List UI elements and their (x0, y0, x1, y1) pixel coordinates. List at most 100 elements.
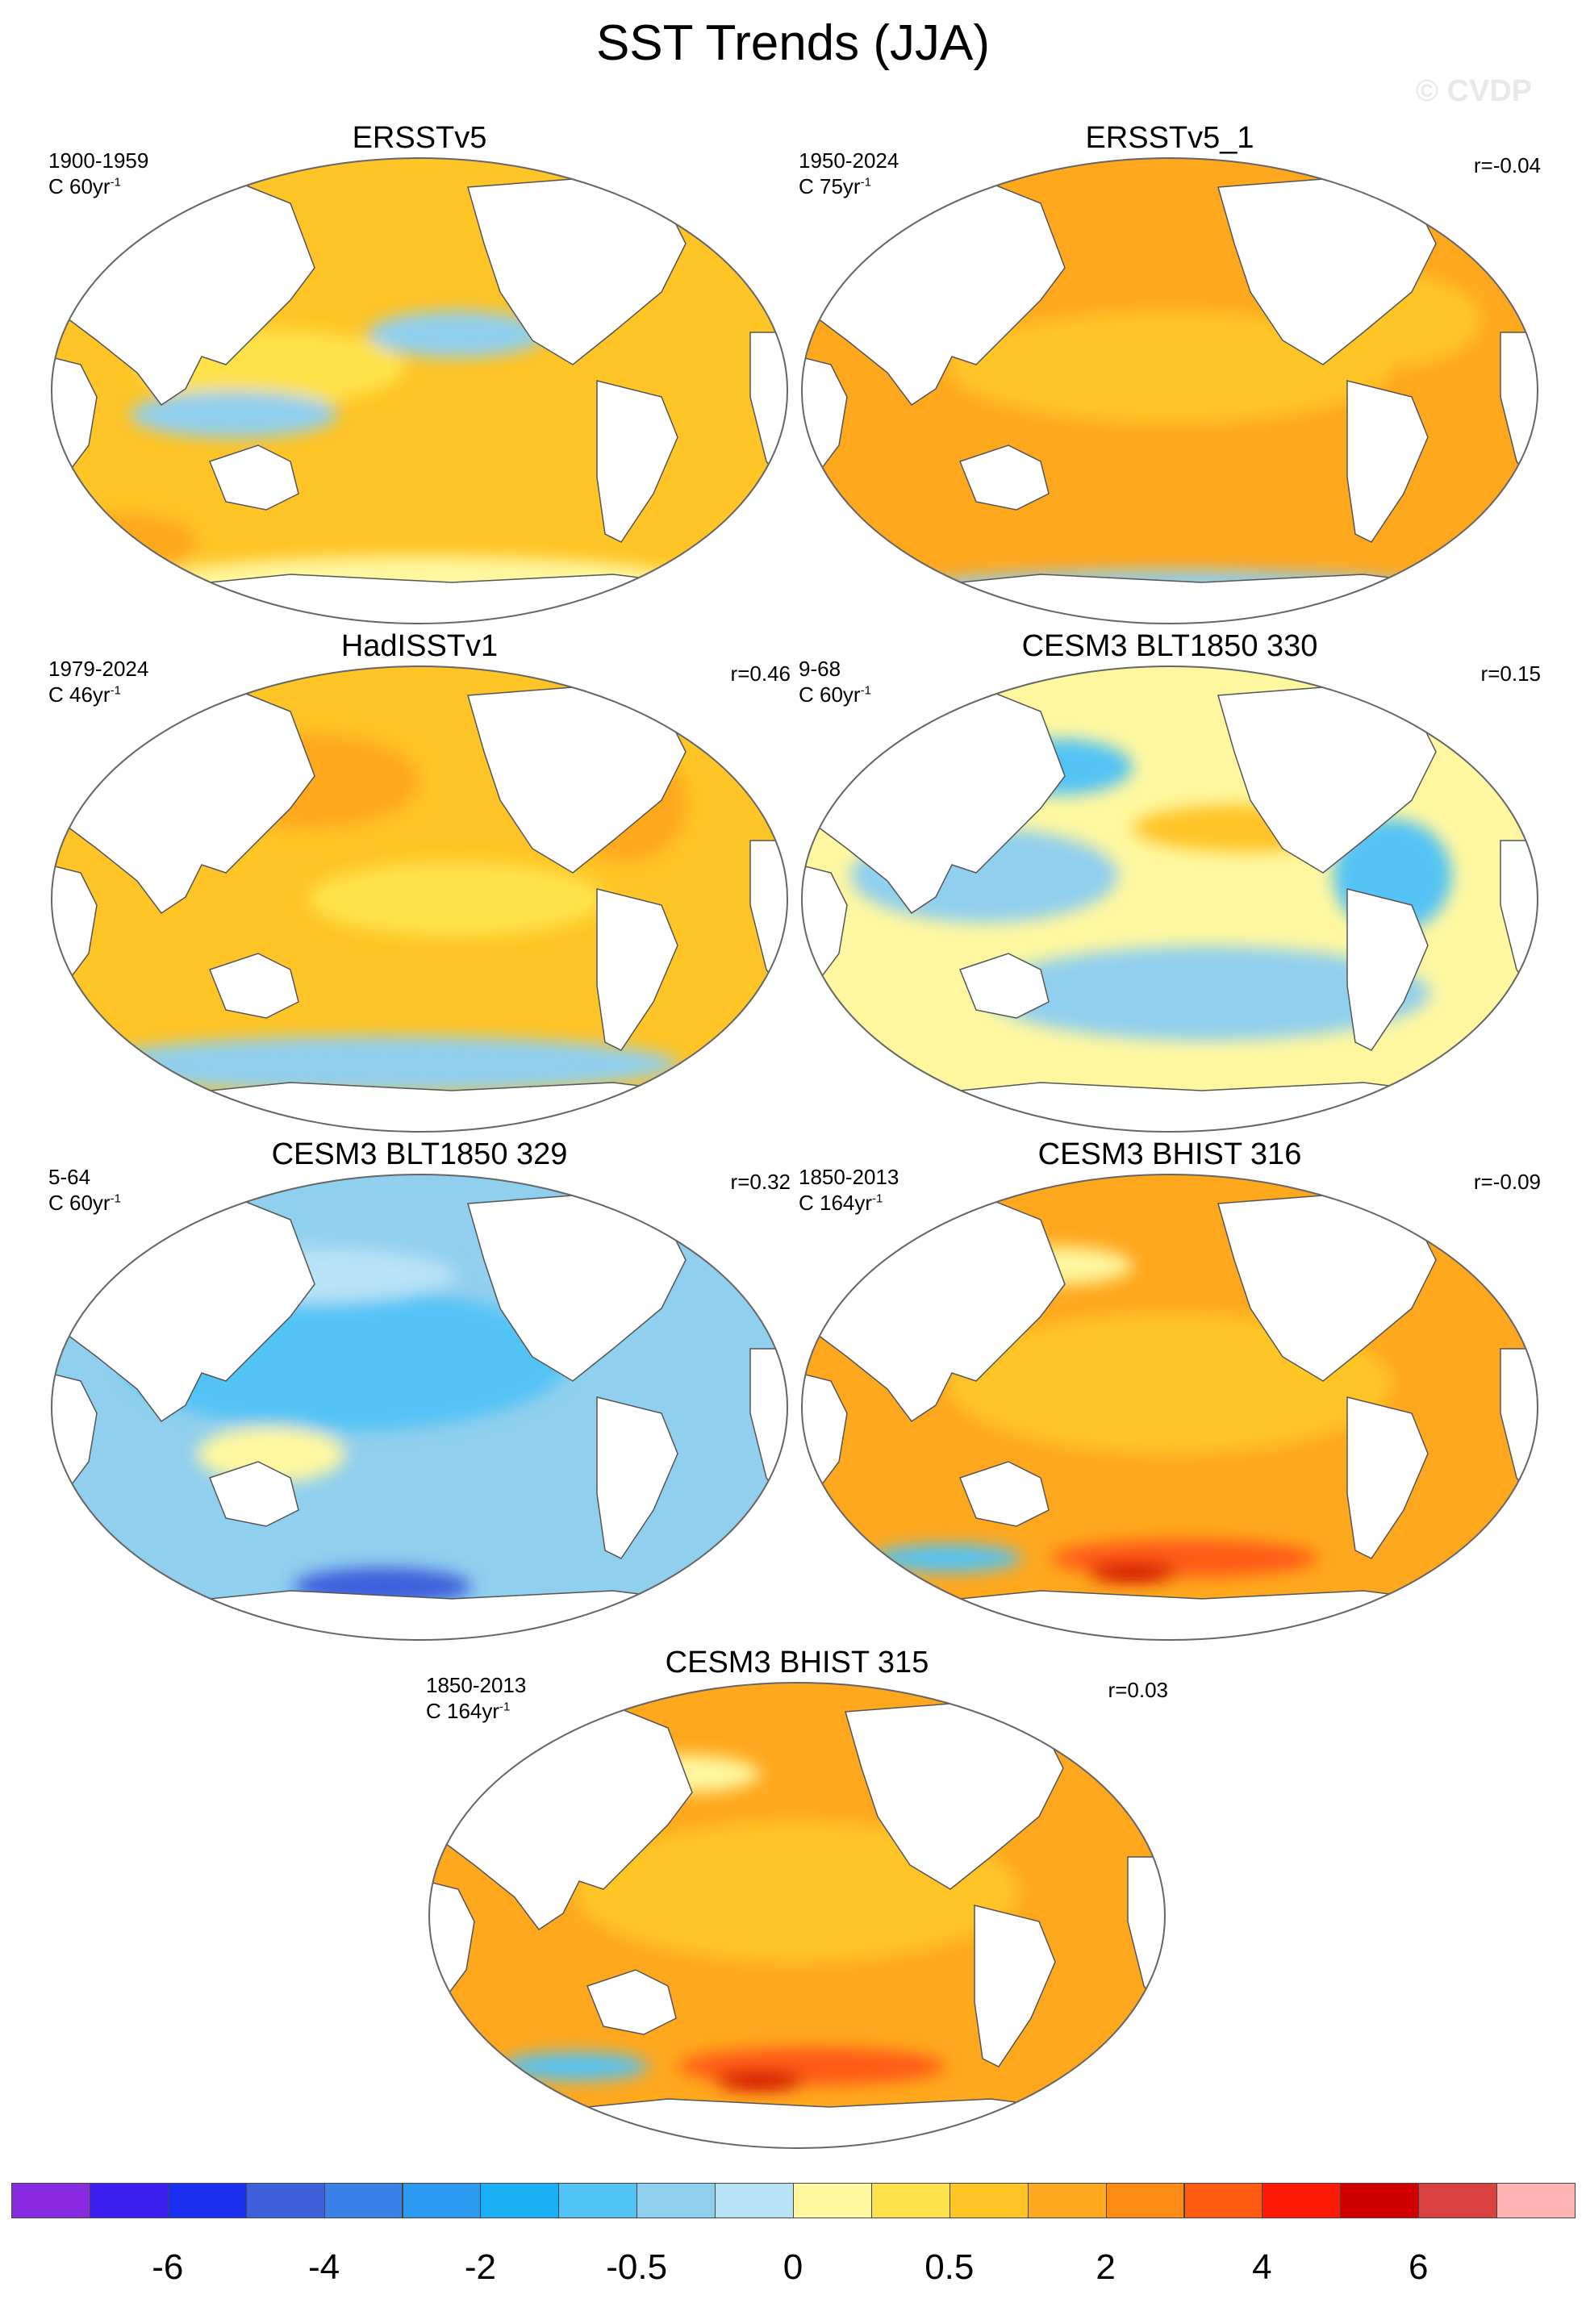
landmass (209, 444, 299, 511)
colorbar-tick-label: 0 (783, 2247, 803, 2287)
colorbar-tick-label: -6 (152, 2247, 184, 2287)
trend-anomaly-region (984, 946, 1429, 1041)
panel-title: CESM3 BHIST 315 (665, 1646, 929, 1679)
panel-correlation: r=-0.09 (1473, 1170, 1541, 1194)
panel-units-exponent: -1 (860, 175, 871, 190)
colorbar-swatch (89, 2183, 169, 2218)
panel-correlation: r=0.46 (730, 661, 791, 686)
landmass (209, 1461, 299, 1527)
colorbar-swatch (1105, 2183, 1185, 2218)
panel-units-base: C 60yr (48, 174, 111, 198)
colorbar-swatch (11, 2183, 90, 2218)
map-panel: CESM3 BLT1850 329 5-64 C 60yr-1 r=0.32 (48, 1137, 791, 1641)
landmass (1346, 380, 1429, 543)
colorbar-tick-label: -0.5 (606, 2247, 668, 2287)
trend-anomaly-region (52, 513, 197, 570)
panel-correlation: r=0.15 (1480, 661, 1541, 686)
landmass (52, 1082, 787, 1132)
trend-anomaly-region (1087, 1563, 1178, 1582)
panel-title: CESM3 BLT1850 330 (1021, 629, 1318, 663)
panel-units-base: C 60yr (799, 682, 861, 707)
colorbar-tick-label: -2 (464, 2247, 496, 2287)
colorbar-swatch (480, 2183, 560, 2218)
panel-units: C 164yr-1 (799, 1191, 883, 1216)
map-border (51, 157, 788, 624)
panel-units-exponent: -1 (860, 683, 871, 698)
trend-anomaly-region (367, 311, 546, 358)
panel-title: HadISSTv1 (340, 629, 499, 663)
landmass (802, 574, 1538, 624)
panel-period: 1850-2013 (426, 1673, 527, 1697)
colorbar-swatch (167, 2183, 247, 2218)
landmass (586, 1969, 677, 2035)
panel-title: CESM3 BHIST 316 (1037, 1137, 1302, 1171)
colorbar-tick-label: 6 (1408, 2247, 1429, 2287)
landmass (1346, 1396, 1429, 1559)
panel-title: CESM3 BLT1850 329 (271, 1137, 568, 1171)
trend-anomaly-region (308, 861, 605, 937)
watermark: © CVDP (1416, 74, 1533, 108)
landmass (1427, 170, 1493, 228)
panel-units: C 46yr-1 (48, 682, 121, 707)
colorbar-tick-label: 4 (1252, 2247, 1272, 2287)
panel-period: 5-64 (48, 1165, 91, 1189)
sst-trend-map (51, 157, 788, 624)
colorbar-tick-label: -4 (308, 2247, 340, 2287)
panel-units-base: C 60yr (48, 1191, 111, 1215)
colorbar (11, 2183, 1576, 2218)
map-panel: ERSSTv5 1900-1959 C 60yr-1 (48, 121, 791, 624)
colorbar-swatch (715, 2183, 794, 2218)
panel-period: 1950-2024 (799, 148, 899, 173)
panel-correlation: r=-0.04 (1473, 153, 1541, 177)
panel-units: C 60yr-1 (48, 174, 121, 199)
map-panel: CESM3 BHIST 316 1850-2013 C 164yr-1 r=-0.09 (799, 1137, 1541, 1641)
panel-units-exponent: -1 (110, 683, 121, 698)
map-border (801, 1174, 1538, 1641)
colorbar-swatch (1418, 2183, 1498, 2218)
colorbar-swatch (949, 2183, 1029, 2218)
panel-period: 9-68 (799, 657, 841, 681)
colorbar-swatch (1183, 2183, 1263, 2218)
panel-units: C 75yr-1 (799, 174, 871, 199)
panel-title: ERSSTv5_1 (1085, 121, 1254, 155)
panel-units: C 60yr-1 (48, 1191, 121, 1216)
panel-title: ERSSTv5 (352, 121, 487, 155)
landmass (959, 444, 1050, 511)
map-border (51, 1174, 788, 1641)
colorbar-swatch (636, 2183, 716, 2218)
landmass (959, 1461, 1050, 1527)
colorbar-swatch (870, 2183, 950, 2218)
panel-period: 1900-1959 (48, 148, 149, 173)
trend-anomaly-region (873, 1544, 1021, 1573)
landmass (1346, 888, 1429, 1051)
colorbar-tick-label: 2 (1096, 2247, 1116, 2287)
trend-anomaly-region (500, 2052, 649, 2081)
trend-anomaly-region (86, 1036, 679, 1093)
panel-units-base: C 164yr (799, 1191, 873, 1215)
panel-units-base: C 46yr (48, 682, 111, 707)
landmass (596, 380, 678, 543)
colorbar-tick-label: 0.5 (924, 2247, 975, 2287)
map-border (801, 157, 1538, 624)
panel-units: C 60yr-1 (799, 682, 871, 707)
landmass (1054, 1695, 1121, 1753)
map-border (428, 1682, 1166, 2149)
panel-units: C 164yr-1 (426, 1699, 510, 1724)
landmass (677, 678, 743, 736)
sst-trend-map (428, 1682, 1166, 2149)
panel-units-exponent: -1 (872, 1191, 883, 1206)
figure-title: SST Trends (JJA) (595, 15, 991, 71)
landmass (677, 1187, 743, 1245)
colorbar-swatch (1496, 2183, 1576, 2218)
landmass (52, 1590, 787, 1640)
panel-units-exponent: -1 (110, 175, 121, 190)
panel-correlation: r=0.03 (1108, 1678, 1168, 1702)
panel-units-exponent: -1 (110, 1191, 121, 1206)
landmass (52, 574, 787, 624)
sst-trend-map (51, 1174, 788, 1641)
trend-anomaly-region (197, 1425, 345, 1483)
panel-units-exponent: -1 (499, 1700, 511, 1714)
colorbar-swatch (1340, 2183, 1420, 2218)
panel-correlation: r=0.32 (730, 1170, 791, 1194)
map-panel: HadISSTv1 1979-2024 C 46yr-1 r=0.46 (48, 629, 791, 1133)
